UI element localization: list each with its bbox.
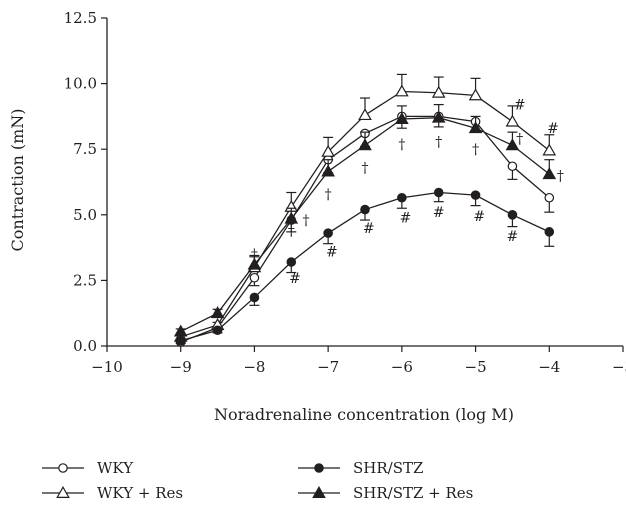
axes: −10 −9 −8 −7 −6 −5 −4 −3 0.0 2.5 5.0 7.5 10.0 12.5 bbox=[64, 9, 626, 376]
legend: WKY WKY + Res SHR/STZ SHR/STZ + Res bbox=[42, 459, 473, 502]
hash-mark: # bbox=[363, 221, 375, 237]
y-axis-title: Contraction (mN) bbox=[8, 109, 27, 252]
hash-mark: # bbox=[547, 121, 559, 137]
hash-mark: # bbox=[289, 271, 301, 287]
dagger-mark: † bbox=[398, 137, 405, 153]
data-point bbox=[542, 167, 557, 180]
legend-marker bbox=[312, 485, 326, 498]
dagger-mark: † bbox=[557, 168, 564, 184]
legend-label: WKY bbox=[97, 459, 134, 477]
data-point bbox=[544, 192, 555, 203]
hash-mark: # bbox=[400, 210, 412, 226]
dagger-mark: † bbox=[251, 247, 258, 263]
legend-item-2: WKY + Res bbox=[42, 484, 183, 502]
dagger-mark: † bbox=[303, 213, 310, 229]
x-tick-label: −7 bbox=[317, 358, 339, 376]
data-point bbox=[358, 108, 372, 121]
data-point bbox=[284, 211, 299, 224]
data-point bbox=[468, 121, 483, 134]
data-point bbox=[544, 227, 555, 237]
dagger-mark: † bbox=[214, 305, 221, 321]
data-point bbox=[431, 85, 446, 98]
y-tick-label: 10.0 bbox=[64, 75, 97, 93]
data-point bbox=[433, 187, 444, 198]
legend-item-1: WKY bbox=[42, 459, 134, 477]
series-layer bbox=[173, 73, 557, 347]
data-point bbox=[321, 164, 335, 177]
y-tick-label: 5.0 bbox=[73, 206, 97, 224]
x-axis-title: Noradrenaline concentration (log M) bbox=[214, 405, 514, 424]
data-point bbox=[395, 112, 409, 124]
data-point bbox=[247, 257, 262, 270]
legend-item-4: SHR/STZ + Res bbox=[298, 484, 473, 502]
y-tick-label: 12.5 bbox=[64, 9, 97, 27]
x-tick-label: −5 bbox=[465, 358, 487, 376]
dagger-mark: † bbox=[362, 161, 369, 177]
data-point bbox=[358, 138, 372, 151]
x-tick-label: −10 bbox=[91, 358, 123, 376]
data-point bbox=[249, 292, 260, 303]
data-point bbox=[505, 138, 520, 151]
data-point bbox=[468, 88, 483, 101]
data-point bbox=[249, 272, 260, 283]
hash-mark: # bbox=[326, 245, 338, 261]
data-point bbox=[286, 257, 297, 267]
data-point bbox=[395, 84, 409, 97]
dagger-mark: † bbox=[516, 132, 523, 148]
legend-label: WKY + Res bbox=[97, 484, 183, 502]
data-point bbox=[507, 161, 518, 172]
x-tick-label: −9 bbox=[170, 358, 192, 376]
x-tick-label: −4 bbox=[538, 358, 560, 376]
dagger-mark: † bbox=[288, 224, 295, 240]
data-point bbox=[542, 143, 557, 156]
legend-marker bbox=[314, 463, 324, 473]
legend-label: SHR/STZ bbox=[353, 459, 423, 477]
data-point bbox=[321, 144, 335, 157]
series-3 bbox=[175, 187, 555, 346]
y-tick-label: 7.5 bbox=[73, 140, 97, 158]
dagger-mark: † bbox=[472, 142, 479, 158]
x-tick-label: −6 bbox=[391, 358, 413, 376]
hash-mark: # bbox=[433, 205, 445, 221]
hash-mark: # bbox=[473, 209, 485, 225]
data-point bbox=[505, 114, 520, 127]
y-tick-label: 0.0 bbox=[73, 337, 97, 355]
legend-item-3: SHR/STZ bbox=[298, 459, 423, 477]
data-point bbox=[210, 306, 225, 319]
x-tick-label: −8 bbox=[243, 358, 265, 376]
y-tick-label: 2.5 bbox=[73, 271, 97, 289]
data-point bbox=[212, 325, 223, 336]
data-point bbox=[360, 204, 370, 215]
dagger-mark: † bbox=[435, 134, 442, 150]
legend-label: SHR/STZ + Res bbox=[353, 484, 473, 502]
hash-mark: # bbox=[507, 229, 519, 245]
legend-marker bbox=[56, 485, 70, 498]
annotation-layer: † † † † † † † † † † † # # # # # # # # # bbox=[214, 98, 564, 321]
data-point bbox=[175, 335, 186, 346]
series-4 bbox=[173, 103, 557, 337]
data-point bbox=[173, 324, 188, 337]
dagger-mark: † bbox=[325, 187, 332, 203]
x-tick-label: −3 bbox=[612, 358, 626, 376]
data-point bbox=[323, 228, 333, 238]
data-point bbox=[431, 110, 446, 123]
hash-mark: # bbox=[514, 98, 526, 114]
data-point bbox=[397, 192, 407, 203]
data-point bbox=[470, 190, 481, 200]
legend-marker bbox=[58, 463, 68, 473]
data-point bbox=[507, 210, 518, 220]
